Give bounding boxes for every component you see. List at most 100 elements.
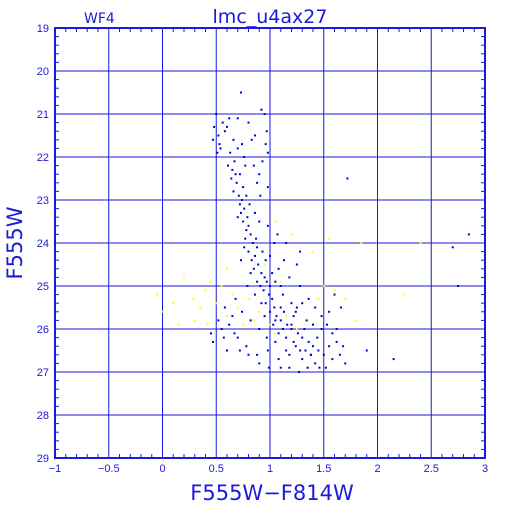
x-tick-label: −1 [49, 463, 62, 475]
blue-data-point [258, 362, 261, 365]
blue-data-point [285, 349, 288, 352]
blue-data-point [226, 125, 228, 128]
blue-data-point [226, 349, 228, 352]
chart-title: lmc_u4ax27 [213, 6, 328, 28]
y-tick-label: 27 [37, 367, 49, 379]
blue-data-point [233, 160, 236, 163]
blue-data-point [274, 340, 277, 343]
blue-data-point [247, 250, 250, 253]
blue-data-point [243, 207, 246, 210]
x-tick-label: −0.5 [98, 463, 120, 475]
blue-data-point [342, 345, 345, 348]
blue-data-point [316, 336, 319, 339]
blue-data-point [236, 336, 239, 339]
yellow-data-point [247, 297, 250, 300]
blue-data-point [282, 259, 285, 262]
blue-data-point [288, 276, 291, 279]
blue-data-point [261, 160, 264, 163]
blue-data-point [301, 302, 304, 305]
blue-data-point [247, 121, 250, 124]
blue-data-point [242, 186, 245, 189]
blue-data-point [307, 340, 310, 343]
panel-label: WF4 [84, 11, 115, 27]
blue-data-point [285, 336, 288, 339]
blue-data-point [269, 254, 271, 257]
blue-data-point [262, 289, 265, 292]
y-axis-title: F555W [3, 206, 27, 279]
y-tick-label: 21 [37, 109, 49, 121]
yellow-data-point [236, 306, 239, 309]
blue-data-point [241, 310, 244, 313]
blue-data-point [213, 125, 216, 128]
blue-data-point [259, 194, 262, 197]
blue-data-point [290, 323, 293, 326]
yellow-data-point [220, 285, 223, 287]
blue-data-point [256, 353, 259, 356]
grid-lines [54, 27, 486, 459]
blue-data-point [235, 181, 238, 184]
x-tick-label: 3 [482, 463, 488, 475]
blue-data-point [392, 358, 395, 361]
blue-data-point [314, 362, 317, 365]
blue-data-point [265, 130, 268, 133]
blue-data-point [317, 349, 320, 352]
blue-data-point [236, 117, 239, 120]
yellow-data-point [317, 297, 320, 300]
blue-data-point [314, 306, 317, 309]
blue-data-point [263, 315, 266, 318]
blue-data-point [290, 328, 293, 330]
blue-data-point [217, 319, 220, 322]
yellow-data-point [209, 280, 212, 283]
blue-data-point [294, 310, 297, 313]
blue-data-point [306, 366, 309, 369]
yellow-data-point [226, 315, 228, 318]
blue-data-point [304, 349, 307, 352]
blue-data-point [328, 310, 331, 313]
blue-data-point [288, 366, 291, 369]
x-tick-label: 1 [267, 463, 273, 475]
blue-data-point [243, 246, 246, 249]
yellow-data-point [263, 263, 266, 266]
x-tick-label: 0.5 [209, 463, 224, 475]
blue-data-point [233, 332, 236, 335]
blue-data-point [263, 276, 266, 279]
blue-data-point [457, 285, 460, 287]
blue-data-point [299, 285, 302, 287]
yellow-data-point [290, 233, 293, 236]
blue-data-point [292, 340, 295, 343]
blue-data-point [258, 220, 261, 223]
x-tick-label: 2.5 [424, 463, 439, 475]
yellow-data-point [161, 310, 164, 313]
yellow-data-point [306, 319, 309, 322]
blue-data-point [250, 259, 253, 262]
blue-data-point [312, 323, 314, 326]
yellow-data-point [172, 302, 175, 305]
blue-data-point [249, 233, 252, 236]
yellow-data-point [312, 250, 314, 253]
blue-data-point [301, 336, 304, 339]
yellow-series [156, 220, 422, 335]
blue-data-point [244, 237, 247, 240]
blue-data-point [243, 156, 246, 158]
blue-data-point [261, 250, 264, 253]
blue-data-point [339, 306, 342, 309]
blue-data-point [252, 164, 255, 167]
yellow-data-point [285, 315, 288, 318]
blue-data-point [220, 328, 223, 330]
blue-data-point [258, 328, 261, 330]
blue-data-point [282, 310, 285, 313]
blue-data-point [266, 186, 269, 189]
blue-data-point [246, 216, 249, 219]
blue-data-point [228, 323, 231, 326]
yellow-data-point [360, 242, 363, 244]
blue-data-point [324, 366, 327, 369]
blue-data-point [281, 293, 284, 296]
blue-data-point [296, 332, 299, 335]
blue-series [209, 91, 470, 373]
blue-data-point [237, 194, 240, 197]
blue-data-point [238, 203, 241, 206]
yellow-data-point [269, 323, 271, 326]
blue-data-point [335, 340, 338, 343]
blue-data-point [257, 263, 260, 266]
